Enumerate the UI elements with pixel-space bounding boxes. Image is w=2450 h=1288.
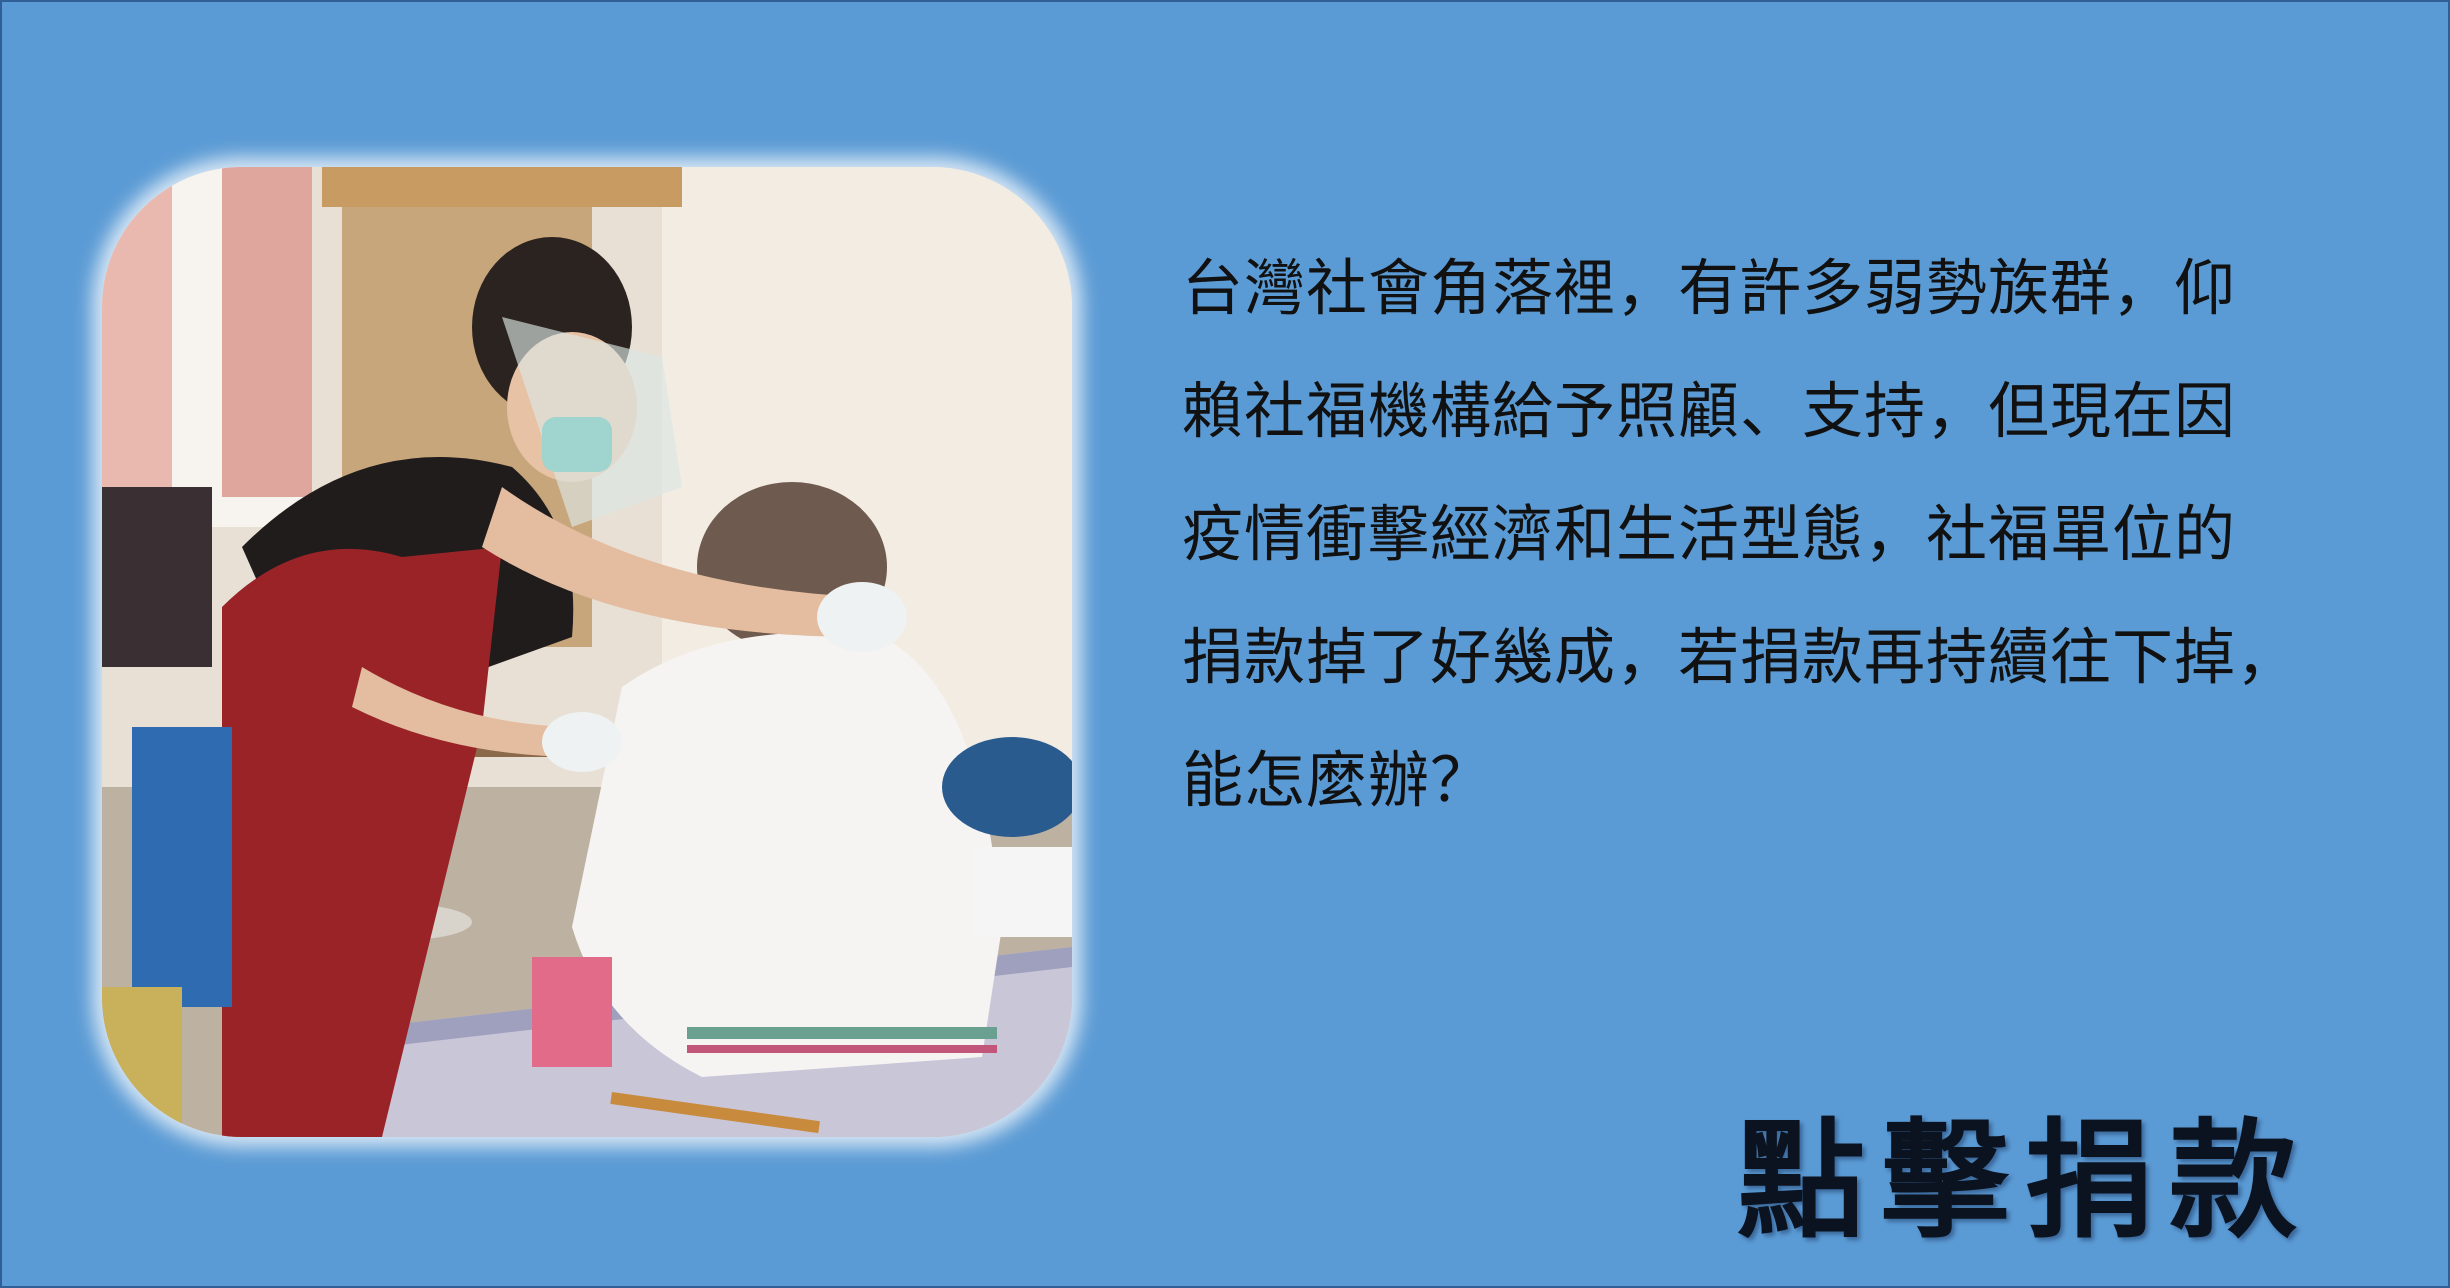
appeal-line: 捐款掉了好幾成，若捐款再持續往下掉， [1182, 622, 2299, 693]
appeal-line: 能怎麼辦？ [1182, 745, 1493, 816]
appeal-line: 台灣社會角落裡，有許多弱勢族群，仰 [1182, 253, 2237, 324]
appeal-line: 疫情衝擊經濟和生活型態，社福單位的 [1182, 499, 2237, 570]
care-photo-illustration [102, 167, 1072, 1137]
care-photo [102, 167, 1072, 1137]
donate-button[interactable]: 點擊捐款 [1737, 1106, 2314, 1256]
appeal-line: 賴社福機構給予照顧、支持，但現在因 [1182, 376, 2237, 447]
appeal-paragraph: 台灣社會角落裡，有許多弱勢族群，仰 賴社福機構給予照顧、支持，但現在因 疫情衝擊… [1182, 227, 2402, 842]
